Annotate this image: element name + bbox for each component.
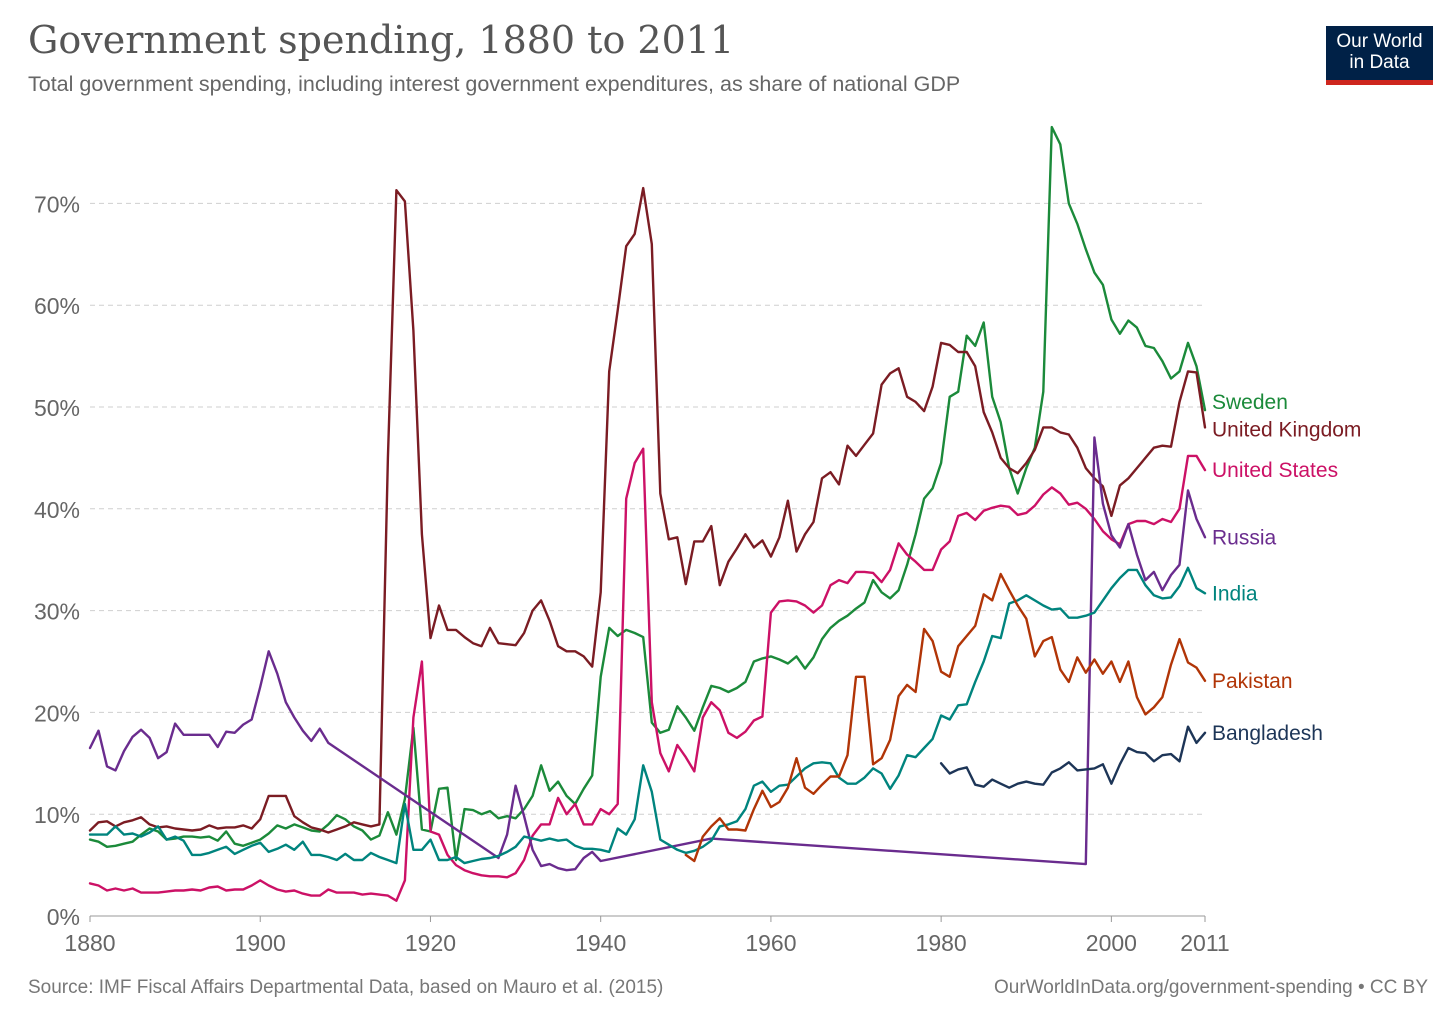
series-line-united-states[interactable] — [88, 447, 1207, 902]
series-line-sweden[interactable] — [88, 125, 1207, 862]
credit-link[interactable]: OurWorldInData.org/government-spending •… — [993, 977, 1428, 998]
x-tick-label: 1880 — [64, 930, 115, 956]
source-note: Source: IMF Fiscal Affairs Departmental … — [28, 977, 664, 998]
series-line-russia[interactable] — [88, 436, 1207, 872]
x-tick-label: 1980 — [916, 930, 967, 956]
series-line-pakistan[interactable] — [684, 572, 1207, 863]
axes: 0% 10% 20% 30% 40% 50% 60% 70% 1880 1900 1920 1940 1… — [34, 191, 1230, 956]
y-tick-label: 0% — [47, 904, 80, 930]
series-line-india[interactable] — [88, 566, 1207, 865]
owid-logo[interactable]: Our World in Data — [1326, 26, 1433, 85]
chart-subtitle: Total government spending, including int… — [28, 72, 961, 96]
x-tick-label: 1940 — [575, 930, 626, 956]
series-label-bangladesh[interactable]: Bangladesh — [1212, 722, 1323, 745]
series-label-india[interactable]: India — [1212, 582, 1258, 605]
series-labels: Sweden United Kingdom United States Russia I… — [1212, 391, 1361, 745]
y-tick-label: 20% — [34, 700, 80, 726]
logo-line-1: Our World — [1336, 31, 1423, 52]
series-label-pakistan[interactable]: Pakistan — [1212, 670, 1293, 693]
x-tick-label: 2000 — [1086, 930, 1137, 956]
x-tick-label: 1960 — [745, 930, 796, 956]
x-tick-label: 1920 — [405, 930, 456, 956]
grid-lines — [90, 202, 1205, 815]
logo-line-2: in Data — [1349, 52, 1410, 73]
y-tick-label: 40% — [34, 497, 80, 523]
x-tick-label: 1900 — [235, 930, 286, 956]
y-tick-label: 70% — [34, 191, 80, 217]
series-line-bangladesh[interactable] — [939, 725, 1207, 789]
x-tick-label: 2011 — [1180, 930, 1229, 956]
y-tick-label: 30% — [34, 599, 80, 625]
series-label-sweden[interactable]: Sweden — [1212, 391, 1288, 414]
y-tick-label: 10% — [34, 802, 80, 828]
series-lines — [88, 125, 1207, 902]
series-label-russia[interactable]: Russia — [1212, 526, 1277, 549]
series-line-united-kingdom[interactable] — [88, 186, 1207, 834]
y-tick-label: 50% — [34, 395, 80, 421]
series-label-united-kingdom[interactable]: United Kingdom — [1212, 418, 1361, 441]
y-tick-label: 60% — [34, 293, 80, 319]
series-label-united-states[interactable]: United States — [1212, 459, 1338, 482]
chart-title: Government spending, 1880 to 2011 — [28, 18, 735, 62]
